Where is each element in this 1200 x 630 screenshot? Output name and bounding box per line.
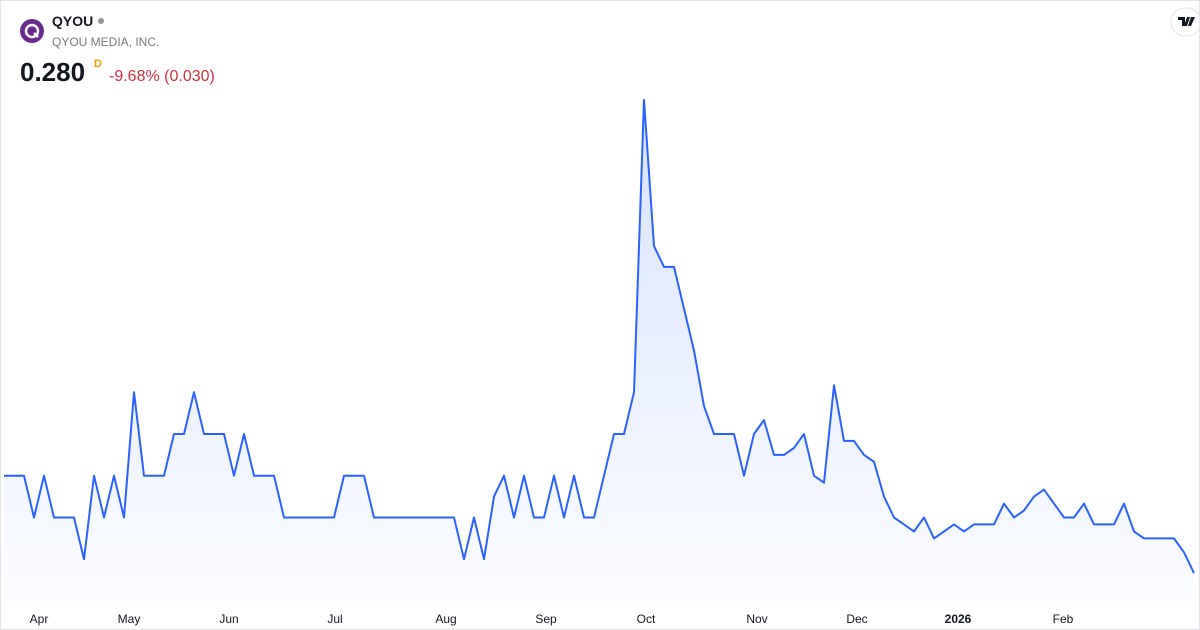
x-tick-label: Jun [219,612,238,626]
status-dot [98,18,104,24]
price-change: -9.68% (0.030) [109,68,215,85]
x-tick-label: Aug [435,612,456,626]
x-tick-label: May [118,612,141,626]
interval: D [94,58,102,70]
x-tick-label: Oct [637,612,656,626]
x-tick-label: Apr [30,612,49,626]
price-line [4,98,1195,574]
area-fill [4,99,1194,602]
logo [20,19,44,43]
company-name: QYOU MEDIA, INC. [52,35,159,49]
ticker: QYOU [52,13,93,29]
x-tick-label: Dec [846,612,867,626]
x-tick-label: Sep [535,612,557,626]
x-tick-label: Feb [1053,612,1074,626]
x-tick-label: 2026 [945,612,972,626]
x-tick-label: Nov [746,612,767,626]
tradingview-logo[interactable] [1170,7,1199,37]
price: 0.280 [20,57,85,87]
x-tick-label: Jul [327,612,342,626]
